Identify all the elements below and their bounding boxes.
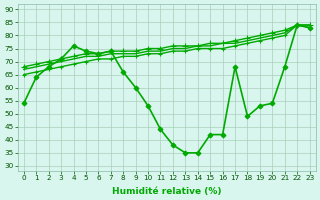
X-axis label: Humidité relative (%): Humidité relative (%) [112, 187, 221, 196]
